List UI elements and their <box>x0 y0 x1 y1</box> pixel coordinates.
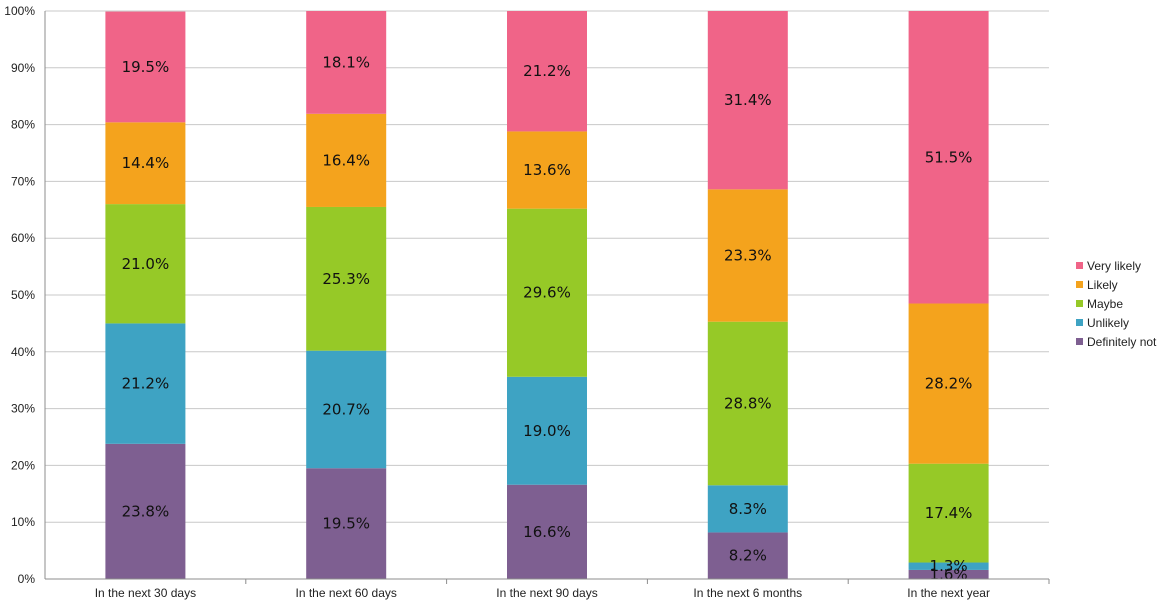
bar-segment <box>908 569 989 579</box>
data-label: 28.8% <box>724 394 772 412</box>
y-tick-label: 30% <box>11 402 35 416</box>
legend-swatch <box>1076 262 1083 269</box>
y-tick-label: 20% <box>11 458 35 472</box>
y-axis: 0% 10% 20% 30% 40% 50% 60% 70% 80% 90% 100% <box>4 4 46 586</box>
legend-item: Maybe <box>1076 294 1156 313</box>
data-label: 29.6% <box>523 284 571 302</box>
bar-segment <box>105 323 186 444</box>
y-tick-label: 40% <box>11 345 35 359</box>
legend-item: Very likely <box>1076 256 1156 275</box>
data-label: 16.4% <box>322 151 370 169</box>
bar-segment <box>507 131 587 209</box>
y-tick-label: 50% <box>11 288 35 302</box>
bar-segment <box>707 189 788 322</box>
legend-swatch <box>1076 319 1083 326</box>
data-label: 8.2% <box>729 547 767 565</box>
bar-segment <box>105 122 186 205</box>
x-tick-label: In the next 30 days <box>95 586 196 600</box>
legend-item: Definitely not <box>1076 332 1156 351</box>
bar-segment <box>507 484 587 579</box>
bar-segment <box>105 443 186 579</box>
data-label: 21.0% <box>122 255 170 273</box>
bar-segment <box>707 321 788 486</box>
bar-segment <box>908 303 989 464</box>
legend-label: Definitely not <box>1087 334 1157 349</box>
bar-stacks <box>105 11 989 579</box>
legend-label: Unlikely <box>1087 315 1130 330</box>
data-label: 20.7% <box>322 400 370 418</box>
bar-segment <box>707 532 788 579</box>
data-label: 28.2% <box>925 375 973 393</box>
bar-segment <box>908 11 989 304</box>
data-label: 18.1% <box>322 53 370 71</box>
x-axis: In the next 30 days In the next 60 days In… <box>45 578 1050 600</box>
bar-segment <box>306 350 387 469</box>
bar-segment <box>306 468 387 579</box>
data-label: 17.4% <box>925 504 973 522</box>
legend-swatch <box>1076 338 1083 345</box>
bar-segment <box>707 11 788 190</box>
data-label: 23.8% <box>122 502 170 520</box>
data-label: 25.3% <box>322 270 370 288</box>
bar-segment <box>908 562 989 570</box>
x-tick-label: In the next year <box>907 586 990 600</box>
x-tick-label: In the next 60 days <box>295 586 396 600</box>
y-tick-label: 10% <box>11 515 35 529</box>
data-label: 19.5% <box>322 515 370 533</box>
legend-item: Unlikely <box>1076 313 1156 332</box>
y-tick-label: 0% <box>18 572 36 586</box>
y-tick-label: 70% <box>11 174 35 188</box>
data-label: 13.6% <box>523 161 571 179</box>
data-label: 23.3% <box>724 247 772 265</box>
bar-segment <box>105 204 186 324</box>
bar-segment <box>105 11 186 123</box>
data-label: 16.6% <box>523 523 571 541</box>
x-tick-label: In the next 90 days <box>496 586 597 600</box>
y-tick-label: 80% <box>11 118 35 132</box>
data-label: 21.2% <box>523 62 571 80</box>
data-label: 14.4% <box>122 154 170 172</box>
bar-segment <box>507 11 587 132</box>
bar-segment <box>507 208 587 377</box>
bar-segment <box>306 206 387 351</box>
bar-segment <box>306 11 387 114</box>
data-label: 19.0% <box>523 422 571 440</box>
y-tick-label: 60% <box>11 231 35 245</box>
legend-label: Likely <box>1087 277 1118 292</box>
data-label: 51.5% <box>925 148 973 166</box>
data-label: 31.4% <box>724 91 772 109</box>
bar-segment <box>306 113 387 207</box>
y-tick-label: 100% <box>4 4 35 18</box>
legend-item: Likely <box>1076 275 1156 294</box>
x-tick-label: In the next 6 months <box>693 586 802 600</box>
bar-segment <box>507 376 587 485</box>
legend-swatch <box>1076 281 1083 288</box>
data-labels: 23.8% 21.2% 21.0% 14.4% 19.5% 19.5% 20.7% 25.3%… <box>122 53 973 583</box>
data-label: 19.5% <box>122 58 170 76</box>
data-label: 8.3% <box>729 500 767 518</box>
legend: Very likely Likely Maybe Unlikely Definitely… <box>1076 256 1156 351</box>
data-label: 21.2% <box>122 375 170 393</box>
legend-label: Very likely <box>1087 258 1142 273</box>
legend-swatch <box>1076 300 1083 307</box>
bar-segment <box>908 463 989 563</box>
legend-label: Maybe <box>1087 296 1124 311</box>
data-label: 1.3% <box>930 557 968 575</box>
y-tick-label: 90% <box>11 61 35 75</box>
bar-segment <box>707 485 788 533</box>
